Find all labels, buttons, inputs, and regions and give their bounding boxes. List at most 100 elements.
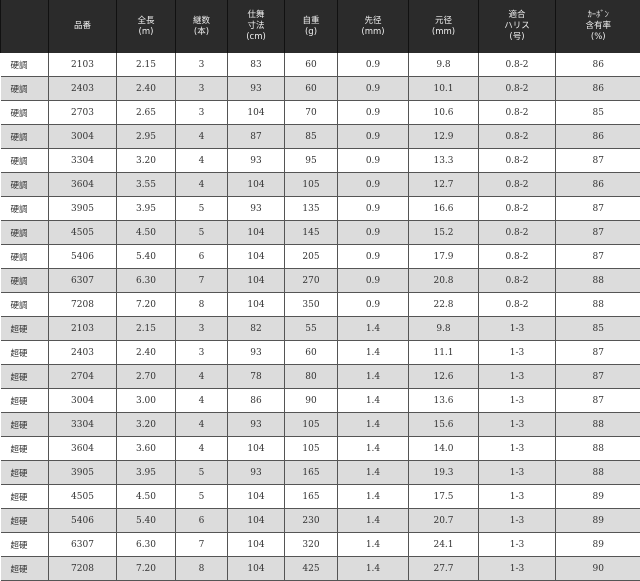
cell-tip-diameter: 1.4 (338, 317, 409, 341)
cell-butt-diameter: 19.3 (409, 461, 479, 485)
cell-tip-diameter: 0.9 (338, 221, 409, 245)
header-line: 全長 (117, 16, 175, 27)
cell-butt-diameter: 12.9 (409, 125, 479, 149)
cell-sections: 7 (176, 533, 228, 557)
cell-length: 2.15 (117, 317, 176, 341)
cell-carbon-content: 88 (556, 413, 640, 437)
cell-carbon-content: 86 (556, 77, 640, 101)
cell-weight: 165 (285, 485, 338, 509)
cell-line-rating: 0.8-2 (479, 293, 556, 317)
cell-butt-diameter: 20.7 (409, 509, 479, 533)
header-line: 自重 (285, 16, 337, 27)
cell-line-rating: 1-3 (479, 461, 556, 485)
cell-weight: 350 (285, 293, 338, 317)
cell-weight: 55 (285, 317, 338, 341)
cell-carbon-content: 85 (556, 317, 640, 341)
cell-butt-diameter: 20.8 (409, 269, 479, 293)
header-length: 全長(m) (117, 0, 176, 53)
cell-sections: 6 (176, 509, 228, 533)
cell-closed-length: 86 (228, 389, 285, 413)
cell-carbon-content: 85 (556, 101, 640, 125)
cell-butt-diameter: 22.8 (409, 293, 479, 317)
cell-weight: 60 (285, 53, 338, 77)
cell-weight: 90 (285, 389, 338, 413)
cell-weight: 230 (285, 509, 338, 533)
cell-model: 2403 (49, 77, 117, 101)
cell-weight: 105 (285, 173, 338, 197)
cell-closed-length: 104 (228, 173, 285, 197)
cell-line-rating: 0.8-2 (479, 101, 556, 125)
cell-tip-diameter: 1.4 (338, 389, 409, 413)
cell-length: 2.95 (117, 125, 176, 149)
cell-type: 硬調 (1, 293, 49, 317)
cell-line-rating: 0.8-2 (479, 77, 556, 101)
cell-type: 超硬 (1, 461, 49, 485)
header-butt-diameter: 元径(mm) (409, 0, 479, 53)
cell-tip-diameter: 0.9 (338, 173, 409, 197)
header-model: 品番 (49, 0, 117, 53)
cell-weight: 105 (285, 437, 338, 461)
cell-weight: 135 (285, 197, 338, 221)
cell-line-rating: 1-3 (479, 533, 556, 557)
header-line: (%) (556, 32, 640, 43)
cell-length: 5.40 (117, 245, 176, 269)
cell-carbon-content: 87 (556, 197, 640, 221)
header-line: 元径 (409, 16, 478, 27)
cell-weight: 85 (285, 125, 338, 149)
cell-type: 硬調 (1, 221, 49, 245)
cell-butt-diameter: 13.6 (409, 389, 479, 413)
cell-line-rating: 1-3 (479, 509, 556, 533)
cell-sections: 4 (176, 125, 228, 149)
cell-line-rating: 0.8-2 (479, 173, 556, 197)
cell-sections: 3 (176, 53, 228, 77)
header-type (1, 0, 49, 53)
cell-sections: 5 (176, 197, 228, 221)
cell-weight: 270 (285, 269, 338, 293)
cell-sections: 5 (176, 221, 228, 245)
cell-closed-length: 93 (228, 77, 285, 101)
cell-model: 3004 (49, 125, 117, 149)
cell-length: 3.20 (117, 149, 176, 173)
cell-carbon-content: 87 (556, 365, 640, 389)
cell-model: 3304 (49, 413, 117, 437)
cell-type: 超硬 (1, 413, 49, 437)
cell-model: 4505 (49, 221, 117, 245)
cell-model: 7208 (49, 293, 117, 317)
cell-tip-diameter: 0.9 (338, 269, 409, 293)
cell-type: 硬調 (1, 77, 49, 101)
cell-line-rating: 1-3 (479, 437, 556, 461)
cell-line-rating: 1-3 (479, 485, 556, 509)
header-line: 適合 (479, 10, 555, 21)
header-carbon-content: ｶｰﾎﾞﾝ含有率(%) (556, 0, 640, 53)
cell-sections: 3 (176, 341, 228, 365)
cell-type: 硬調 (1, 53, 49, 77)
cell-line-rating: 0.8-2 (479, 221, 556, 245)
cell-tip-diameter: 0.9 (338, 197, 409, 221)
cell-carbon-content: 89 (556, 533, 640, 557)
cell-carbon-content: 88 (556, 293, 640, 317)
cell-line-rating: 0.8-2 (479, 245, 556, 269)
cell-sections: 7 (176, 269, 228, 293)
cell-model: 2703 (49, 101, 117, 125)
header-row: 品番全長(m)継数(本)仕舞寸法(cm)自重(g)先径(mm)元径(mm)適合ハ… (1, 0, 640, 53)
cell-line-rating: 1-3 (479, 413, 556, 437)
cell-weight: 60 (285, 77, 338, 101)
cell-butt-diameter: 11.1 (409, 341, 479, 365)
header-line: (cm) (228, 32, 284, 43)
cell-line-rating: 1-3 (479, 341, 556, 365)
cell-type: 超硬 (1, 509, 49, 533)
cell-tip-diameter: 1.4 (338, 341, 409, 365)
cell-length: 3.55 (117, 173, 176, 197)
cell-type: 硬調 (1, 197, 49, 221)
